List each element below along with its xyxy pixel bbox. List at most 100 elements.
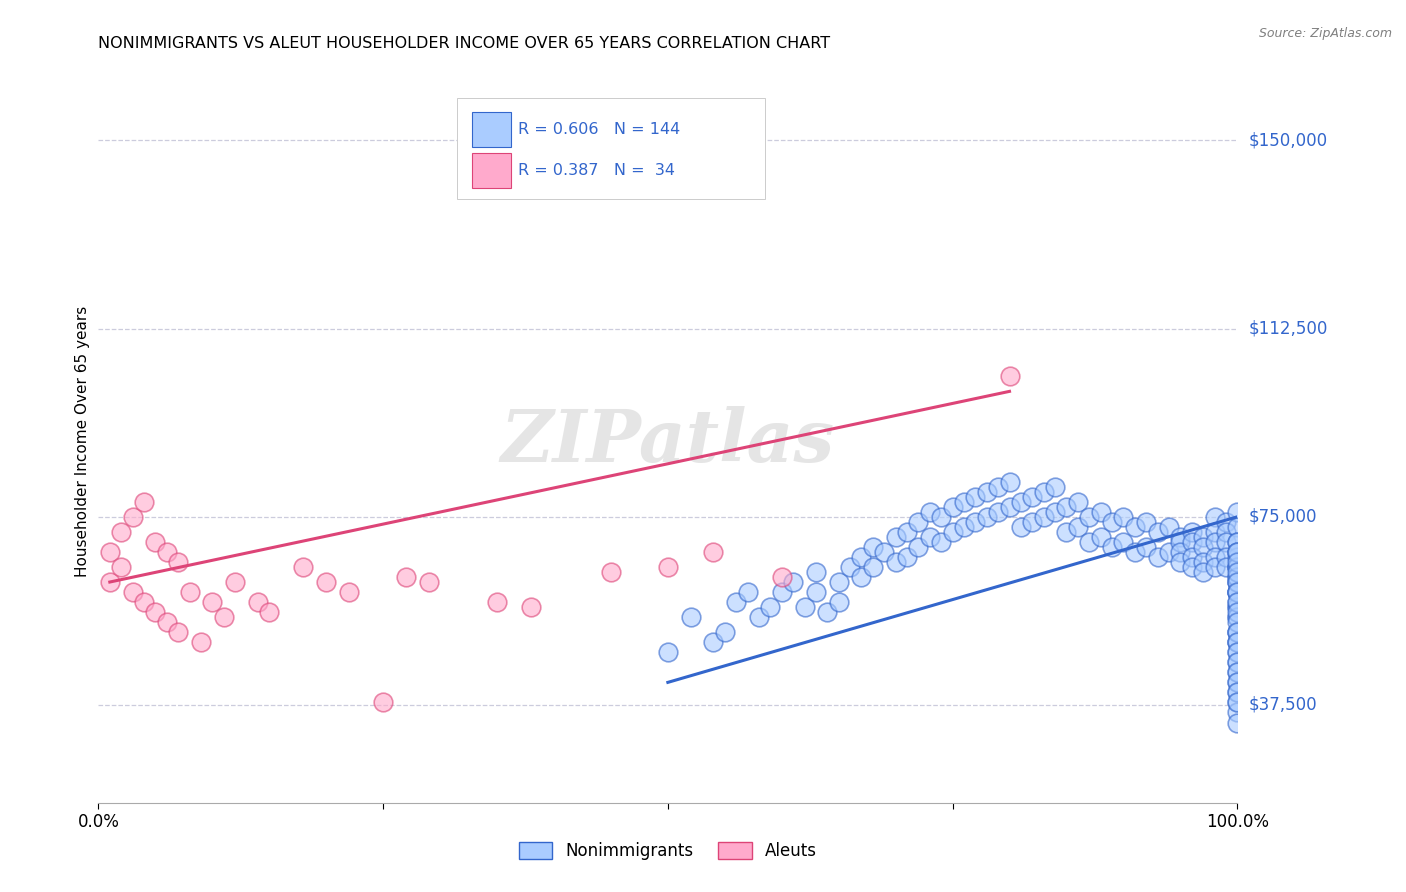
Point xyxy=(1054,524,1078,539)
Point xyxy=(1226,555,1249,569)
Text: $112,500: $112,500 xyxy=(1249,319,1327,338)
Point xyxy=(918,505,941,519)
Point xyxy=(395,570,418,584)
Point xyxy=(907,515,929,529)
Point xyxy=(1021,490,1043,504)
Point xyxy=(1146,549,1168,564)
Point xyxy=(965,515,987,529)
Point xyxy=(896,549,918,564)
Point xyxy=(1067,494,1090,508)
Point xyxy=(1226,595,1249,609)
Point xyxy=(1181,560,1204,574)
Point xyxy=(918,530,941,544)
Point xyxy=(1226,685,1249,699)
Point xyxy=(1226,615,1249,630)
Point xyxy=(145,534,167,549)
Point xyxy=(953,520,976,534)
Point xyxy=(942,500,965,514)
Point xyxy=(782,574,804,589)
Point xyxy=(1226,545,1249,559)
Point xyxy=(1226,625,1249,640)
Point xyxy=(1226,585,1249,599)
Point xyxy=(679,610,702,624)
Point xyxy=(156,615,179,630)
Point xyxy=(1226,574,1249,589)
Point xyxy=(657,645,679,659)
Point xyxy=(212,610,235,624)
Point xyxy=(1226,645,1249,659)
Point xyxy=(725,595,748,609)
Point xyxy=(1112,534,1135,549)
Point xyxy=(770,570,793,584)
Point xyxy=(793,600,815,615)
Point xyxy=(1226,565,1249,579)
Point xyxy=(1226,665,1249,680)
Point xyxy=(714,625,737,640)
Point xyxy=(1226,635,1249,649)
Point xyxy=(929,509,952,524)
Point xyxy=(1226,645,1249,659)
Point xyxy=(1226,600,1249,615)
Point xyxy=(929,534,952,549)
Point xyxy=(315,574,337,589)
Point xyxy=(1226,706,1249,720)
Point xyxy=(259,605,281,619)
Point xyxy=(862,540,884,554)
Point xyxy=(770,585,793,599)
Point xyxy=(1226,534,1249,549)
Point xyxy=(896,524,918,539)
Point xyxy=(1010,494,1032,508)
Point xyxy=(1192,565,1215,579)
Point xyxy=(1226,696,1249,710)
Point xyxy=(1032,484,1054,499)
Point xyxy=(657,560,679,574)
Point xyxy=(839,560,862,574)
Point xyxy=(486,595,509,609)
Point xyxy=(145,605,167,619)
Point xyxy=(1226,560,1249,574)
Point xyxy=(1226,715,1249,730)
Point xyxy=(179,585,201,599)
Point xyxy=(98,545,121,559)
Point xyxy=(1204,534,1226,549)
Point xyxy=(1135,540,1157,554)
Point xyxy=(1078,509,1101,524)
Point xyxy=(1135,515,1157,529)
Text: $150,000: $150,000 xyxy=(1249,131,1327,150)
FancyBboxPatch shape xyxy=(472,112,510,147)
Point xyxy=(828,574,851,589)
Point xyxy=(1181,524,1204,539)
Point xyxy=(1226,585,1249,599)
Point xyxy=(1226,595,1249,609)
Point xyxy=(132,494,155,508)
Point xyxy=(1170,555,1192,569)
Point xyxy=(1054,500,1078,514)
Point xyxy=(851,570,873,584)
Point xyxy=(1226,635,1249,649)
Point xyxy=(998,475,1021,489)
Point xyxy=(1226,585,1249,599)
Text: Source: ZipAtlas.com: Source: ZipAtlas.com xyxy=(1258,27,1392,40)
Point xyxy=(873,545,896,559)
Point xyxy=(418,574,440,589)
Point xyxy=(862,560,884,574)
Text: R = 0.387   N =  34: R = 0.387 N = 34 xyxy=(517,163,675,178)
Point xyxy=(976,484,998,499)
Point xyxy=(987,505,1010,519)
Point xyxy=(1101,515,1123,529)
Point xyxy=(1226,560,1249,574)
Point xyxy=(1226,625,1249,640)
Point xyxy=(953,494,976,508)
Point xyxy=(1204,524,1226,539)
Point xyxy=(1090,530,1112,544)
Point xyxy=(132,595,155,609)
Point xyxy=(201,595,224,609)
Point xyxy=(1192,540,1215,554)
Point xyxy=(1226,545,1249,559)
Point xyxy=(1170,545,1192,559)
Point xyxy=(737,585,759,599)
Point xyxy=(1226,655,1249,669)
Point xyxy=(520,600,543,615)
Point xyxy=(1226,534,1249,549)
Text: NONIMMIGRANTS VS ALEUT HOUSEHOLDER INCOME OVER 65 YEARS CORRELATION CHART: NONIMMIGRANTS VS ALEUT HOUSEHOLDER INCOM… xyxy=(98,36,831,51)
